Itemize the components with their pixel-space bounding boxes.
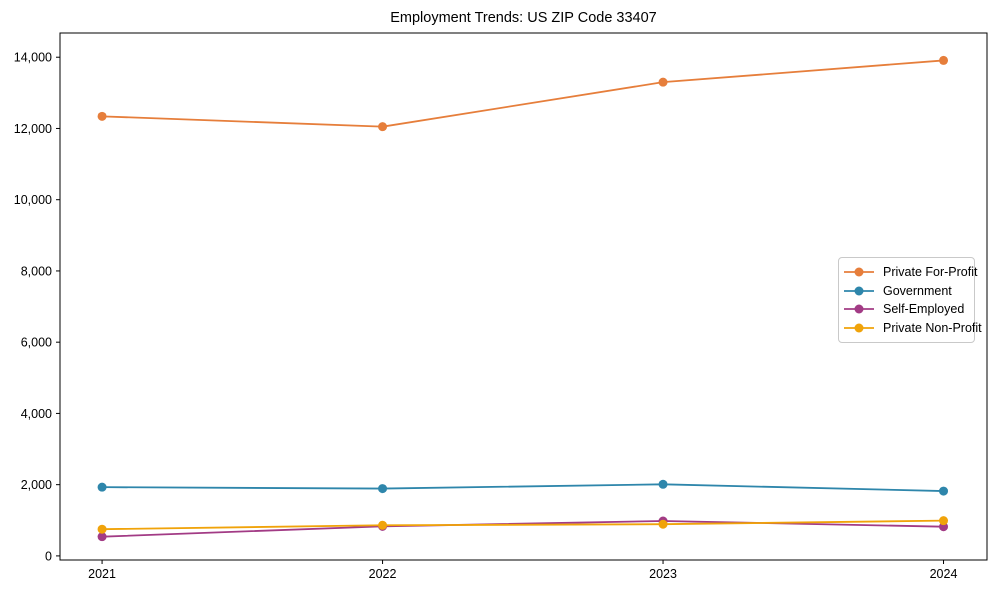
legend-item-self-employed: Self-Employed xyxy=(844,301,968,317)
y-axis-tick-label: 0 xyxy=(45,549,52,563)
x-axis-tick-label: 2023 xyxy=(649,567,677,581)
y-axis-tick-label: 6,000 xyxy=(21,336,52,350)
plot-border xyxy=(59,32,988,561)
y-axis-tick-label: 10,000 xyxy=(14,193,52,207)
y-axis-tick-label: 8,000 xyxy=(21,264,52,278)
series-marker-private-for-profit xyxy=(378,122,388,132)
legend: Private For-Profit Government Self-Employe… xyxy=(838,257,982,343)
series-marker-private-non-profit xyxy=(939,516,949,526)
series-marker-private-non-profit xyxy=(97,524,107,534)
series-line-self-employed xyxy=(102,520,944,538)
y-axis-tick-label: 14,000 xyxy=(14,51,52,65)
series-line-private-for-profit xyxy=(102,59,944,128)
legend-marker-icon xyxy=(854,323,864,333)
series-marker-private-for-profit xyxy=(939,55,949,65)
y-axis-tick-label: 12,000 xyxy=(14,122,52,136)
series-marker-self-employed xyxy=(97,532,107,542)
chart-title: Employment Trends: US ZIP Code 33407 xyxy=(390,10,657,26)
legend-marker-icon xyxy=(854,286,864,296)
x-axis-tick-label: 2021 xyxy=(88,567,116,581)
x-axis-tick-label: 2022 xyxy=(369,567,397,581)
legend-label: Government xyxy=(883,283,952,298)
legend-label: Self-Employed xyxy=(883,302,965,317)
series-line-private-non-profit xyxy=(102,519,944,531)
legend-item-private-for-profit: Private For-Profit xyxy=(844,264,977,280)
legend-label: Private For-Profit xyxy=(883,265,978,279)
y-axis-tick-label: 2,000 xyxy=(21,478,52,492)
legend-marker-icon xyxy=(854,304,864,314)
y-axis-tick-label: 4,000 xyxy=(21,407,52,421)
legend-item-private-non-profit: Private Non-Profit xyxy=(844,320,982,336)
series-marker-government xyxy=(658,479,668,489)
x-axis-tick-label: 2024 xyxy=(930,567,958,581)
legend-item-government: Government xyxy=(844,283,968,299)
series-marker-government xyxy=(939,486,949,496)
legend-swatch-icon xyxy=(844,286,874,296)
series-marker-government xyxy=(97,482,107,492)
legend-swatch-icon xyxy=(844,304,874,314)
series-marker-government xyxy=(378,484,388,494)
legend-swatch-icon xyxy=(844,323,874,333)
series-line-government xyxy=(102,483,944,492)
series-marker-private-for-profit xyxy=(97,111,107,121)
legend-marker-icon xyxy=(854,267,864,277)
series-marker-private-non-profit xyxy=(658,519,668,529)
legend-swatch-icon xyxy=(844,267,874,277)
series-marker-private-non-profit xyxy=(378,520,388,530)
legend-label: Private Non-Profit xyxy=(883,320,982,335)
series-marker-private-for-profit xyxy=(658,77,668,87)
